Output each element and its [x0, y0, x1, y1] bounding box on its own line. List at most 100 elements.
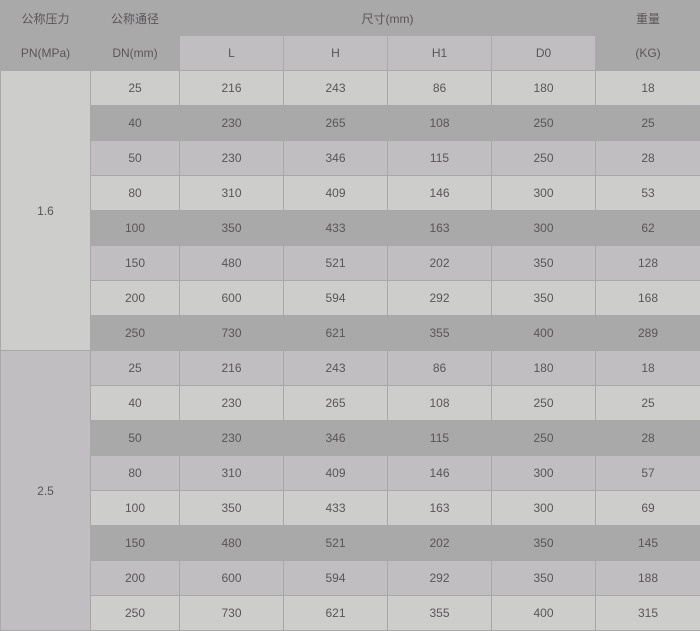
table-cell: 300 [492, 456, 596, 491]
table-cell: 146 [388, 456, 492, 491]
table-cell: 350 [492, 561, 596, 596]
table-cell: 409 [284, 176, 388, 211]
table-cell: 100 [91, 211, 180, 246]
table-cell: 250 [492, 386, 596, 421]
table-cell: 200 [91, 561, 180, 596]
table-cell: 25 [91, 351, 180, 386]
table-cell: 25 [91, 71, 180, 106]
table-cell: 25 [596, 106, 700, 141]
table-cell: 355 [388, 596, 492, 631]
table-cell: 86 [388, 71, 492, 106]
table-cell: 230 [180, 421, 284, 456]
table-cell: 350 [180, 491, 284, 526]
table-cell: 346 [284, 421, 388, 456]
table-cell: 57 [596, 456, 700, 491]
table-cell: 346 [284, 141, 388, 176]
table-cell: 250 [492, 106, 596, 141]
table-cell: 594 [284, 561, 388, 596]
table-cell: 168 [596, 281, 700, 316]
table-cell: 230 [180, 106, 284, 141]
pn-cell: 1.6 [1, 71, 91, 351]
col-header-h1: H1 [388, 36, 492, 71]
col-header-d0: D0 [492, 36, 596, 71]
table-cell: 50 [91, 421, 180, 456]
dn-header: DN(mm) [91, 36, 180, 71]
table-cell: 80 [91, 176, 180, 211]
table-cell: 115 [388, 421, 492, 456]
table-cell: 400 [492, 596, 596, 631]
table-cell: 163 [388, 491, 492, 526]
table-cell: 594 [284, 281, 388, 316]
dn-header-cn: 公称通径 [91, 1, 180, 36]
table-cell: 300 [492, 491, 596, 526]
table-cell: 265 [284, 386, 388, 421]
table-cell: 300 [492, 176, 596, 211]
table-cell: 69 [596, 491, 700, 526]
table-cell: 230 [180, 386, 284, 421]
table-cell: 433 [284, 491, 388, 526]
dimension-header: 尺寸(mm) [180, 1, 596, 36]
table-cell: 28 [596, 141, 700, 176]
table-cell: 350 [492, 281, 596, 316]
table-cell: 400 [492, 316, 596, 351]
table-cell: 200 [91, 281, 180, 316]
table-cell: 730 [180, 316, 284, 351]
table-cell: 100 [91, 491, 180, 526]
table-cell: 18 [596, 71, 700, 106]
table-cell: 108 [388, 106, 492, 141]
table-cell: 621 [284, 316, 388, 351]
weight-header: (KG) [596, 36, 700, 71]
table-cell: 150 [91, 246, 180, 281]
table-cell: 315 [596, 596, 700, 631]
table-cell: 188 [596, 561, 700, 596]
table-cell: 180 [492, 351, 596, 386]
table-cell: 621 [284, 596, 388, 631]
pn-header-cn: 公称压力 [1, 1, 91, 36]
pn-cell: 2.5 [1, 351, 91, 631]
table-cell: 310 [180, 176, 284, 211]
table-cell: 243 [284, 351, 388, 386]
table-cell: 202 [388, 246, 492, 281]
table-cell: 40 [91, 386, 180, 421]
table-cell: 180 [492, 71, 596, 106]
table-cell: 355 [388, 316, 492, 351]
table-cell: 202 [388, 526, 492, 561]
table-cell: 521 [284, 246, 388, 281]
table-cell: 409 [284, 456, 388, 491]
table-cell: 480 [180, 246, 284, 281]
table-cell: 250 [91, 596, 180, 631]
table-cell: 300 [492, 211, 596, 246]
table-cell: 50 [91, 141, 180, 176]
table-cell: 53 [596, 176, 700, 211]
table-cell: 250 [91, 316, 180, 351]
table-cell: 28 [596, 421, 700, 456]
table-cell: 600 [180, 561, 284, 596]
table-cell: 40 [91, 106, 180, 141]
table-cell: 108 [388, 386, 492, 421]
table-cell: 521 [284, 526, 388, 561]
table-cell: 600 [180, 281, 284, 316]
table-cell: 62 [596, 211, 700, 246]
table-cell: 433 [284, 211, 388, 246]
table-cell: 146 [388, 176, 492, 211]
pn-header: PN(MPa) [1, 36, 91, 71]
table-cell: 230 [180, 141, 284, 176]
table-cell: 86 [388, 351, 492, 386]
table-cell: 80 [91, 456, 180, 491]
table-cell: 250 [492, 421, 596, 456]
